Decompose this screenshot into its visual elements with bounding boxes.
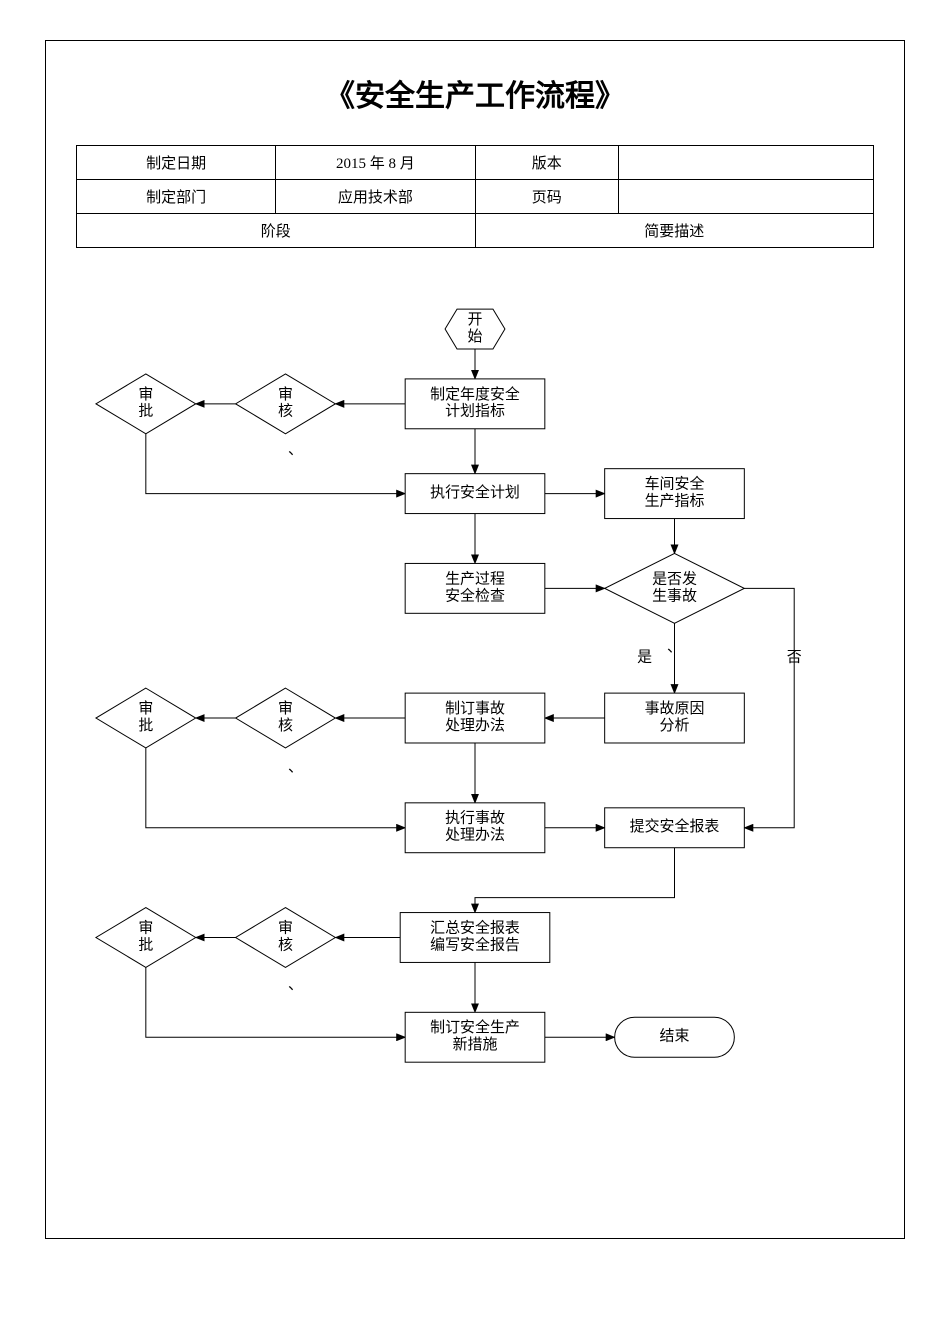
tick-mark: 、 <box>288 977 303 993</box>
node-label: 结束 <box>660 1028 690 1045</box>
flow-edge <box>146 748 405 828</box>
cell-desc-header: 简要描述 <box>475 214 874 248</box>
tick-mark: 、 <box>288 442 303 458</box>
flow-edge <box>744 588 794 827</box>
node-label: 始 <box>468 328 483 345</box>
flow-edge <box>475 848 675 913</box>
node-label: 制订安全生产 <box>430 1018 520 1036</box>
cell-version-label: 版本 <box>475 146 618 180</box>
node-label: 批 <box>138 936 153 953</box>
flow-node-approve3: 审批 <box>96 908 196 968</box>
node-label: 生产过程 <box>445 570 505 587</box>
node-label: 执行安全计划 <box>430 483 520 501</box>
node-label: 安全检查 <box>445 586 505 604</box>
node-label: 制定年度安全 <box>430 385 520 403</box>
node-label: 分析 <box>660 717 690 734</box>
flow-node-approve2: 审批 <box>96 688 196 748</box>
flowchart-container: 是否开始制定年度安全计划指标审核审批执行安全计划车间安全生产指标生产过程安全检查… <box>76 278 874 1198</box>
flow-node-check: 生产过程安全检查 <box>405 563 545 613</box>
flow-node-accident: 是否发生事故 <box>605 553 745 623</box>
cell-page-value <box>618 180 873 214</box>
tick-mark: 、 <box>288 759 303 775</box>
flow-node-approve1: 审批 <box>96 374 196 434</box>
node-label: 生事故 <box>652 587 697 604</box>
node-label: 计划指标 <box>445 403 505 420</box>
node-label: 审 <box>138 700 153 717</box>
page-title: 《安全生产工作流程》 <box>76 71 874 115</box>
flow-node-execplan: 执行事故处理办法 <box>405 803 545 853</box>
node-label: 核 <box>278 717 293 734</box>
node-label: 审 <box>138 386 153 403</box>
flow-node-audit2: 审核 <box>236 688 336 748</box>
node-label: 是否发 <box>652 570 697 587</box>
node-label: 批 <box>138 403 153 420</box>
meta-table: 制定日期 2015 年 8 月 版本 制定部门 应用技术部 页码 阶段 简要描述 <box>76 145 874 248</box>
flow-node-cause: 事故原因分析 <box>605 693 745 743</box>
edge-label: 否 <box>787 650 802 666</box>
table-row: 制定日期 2015 年 8 月 版本 <box>77 146 874 180</box>
cell-stage-header: 阶段 <box>77 214 476 248</box>
cell-page-label: 页码 <box>475 180 618 214</box>
table-row: 制定部门 应用技术部 页码 <box>77 180 874 214</box>
node-label: 开 <box>468 312 483 328</box>
tick-mark: 、 <box>667 640 682 656</box>
flow-node-audit3: 审核 <box>236 908 336 968</box>
node-label: 新措施 <box>453 1036 498 1053</box>
node-label: 处理办法 <box>445 827 505 844</box>
cell-dept-value: 应用技术部 <box>276 180 475 214</box>
flow-node-audit1: 审核 <box>236 374 336 434</box>
cell-dept-label: 制定部门 <box>77 180 276 214</box>
edge-label: 是 <box>637 650 652 666</box>
node-label: 生产指标 <box>645 493 705 510</box>
node-label: 执行事故 <box>445 810 505 827</box>
node-label: 处理办法 <box>445 717 505 734</box>
flow-node-plan: 制定年度安全计划指标 <box>405 379 545 429</box>
flow-node-makeplan: 制订事故处理办法 <box>405 693 545 743</box>
node-label: 审 <box>278 700 293 717</box>
node-label: 审 <box>138 919 153 936</box>
flow-node-submit: 提交安全报表 <box>605 808 745 848</box>
node-label: 审 <box>278 386 293 403</box>
flow-node-start: 开始 <box>445 309 505 349</box>
node-label: 制订事故 <box>445 700 505 717</box>
flow-node-newmeas: 制订安全生产新措施 <box>405 1012 545 1062</box>
flowchart-svg: 是否开始制定年度安全计划指标审核审批执行安全计划车间安全生产指标生产过程安全检查… <box>76 278 874 1198</box>
flow-node-summary: 汇总安全报表编写安全报告 <box>400 913 550 963</box>
node-label: 审 <box>278 919 293 936</box>
node-label: 车间安全 <box>645 475 705 493</box>
flow-node-exec: 执行安全计划 <box>405 474 545 514</box>
flow-edge <box>146 434 405 494</box>
node-label: 编写安全报告 <box>430 935 520 953</box>
node-label: 核 <box>278 936 293 953</box>
cell-date-value: 2015 年 8 月 <box>276 146 475 180</box>
document-page: 《安全生产工作流程》 制定日期 2015 年 8 月 版本 制定部门 应用技术部… <box>45 40 905 1239</box>
flow-node-wsidx: 车间安全生产指标 <box>605 469 745 519</box>
table-row: 阶段 简要描述 <box>77 214 874 248</box>
node-label: 批 <box>138 717 153 734</box>
node-label: 汇总安全报表 <box>430 918 520 936</box>
flow-node-end: 结束 <box>615 1017 735 1057</box>
node-label: 核 <box>278 403 293 420</box>
cell-version-value <box>618 146 873 180</box>
flow-edge <box>146 967 405 1037</box>
node-label: 事故原因 <box>645 700 705 717</box>
cell-date-label: 制定日期 <box>77 146 276 180</box>
node-label: 提交安全报表 <box>630 817 720 835</box>
